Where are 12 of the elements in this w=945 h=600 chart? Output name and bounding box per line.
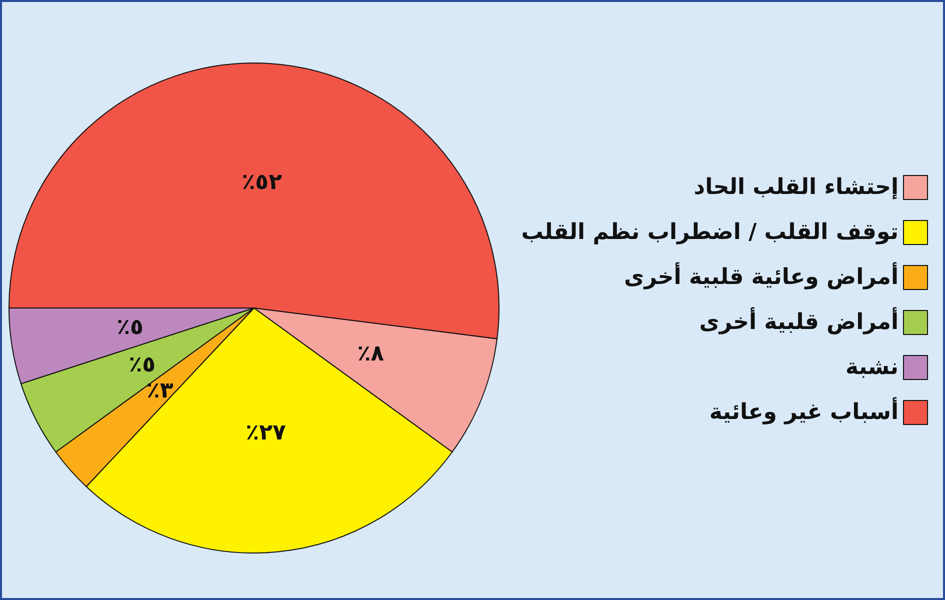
data-label: ٪٥٢ <box>242 170 283 196</box>
legend-label: نشبة <box>846 355 898 380</box>
data-label: ٪٢٧ <box>246 420 287 446</box>
legend-label: أسباب غير وعائية <box>709 397 898 425</box>
data-label: ٪٥ <box>116 315 144 340</box>
legend-label: توقف القلب / اضطراب نظم القلب <box>521 220 898 245</box>
data-label: ٪٥ <box>128 352 156 378</box>
legend-label: أمراض وعائية قلبية أخرى <box>624 262 898 290</box>
legend-label: إحتشاء القلب الحاد <box>694 175 898 200</box>
data-label: ٪٨ <box>357 342 385 367</box>
data-label: ٪٣ <box>146 378 174 404</box>
legend-label: أمراض قلبية أخرى <box>699 307 898 335</box>
